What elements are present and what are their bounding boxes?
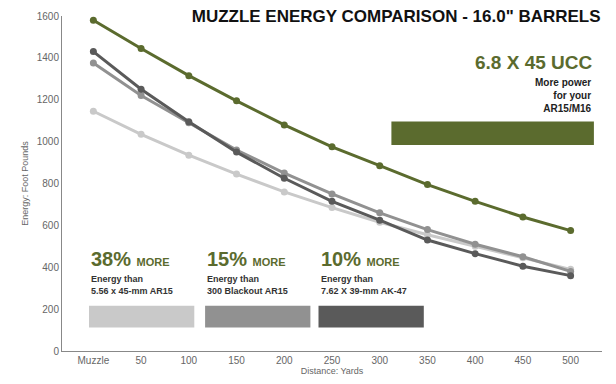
svg-text:50: 50 (136, 355, 148, 366)
svg-text:250: 250 (324, 355, 341, 366)
svg-text:1200: 1200 (37, 94, 60, 105)
svg-text:500: 500 (562, 355, 579, 366)
svg-text:150: 150 (228, 355, 245, 366)
svg-text:Muzzle: Muzzle (78, 355, 110, 366)
svg-text:400: 400 (42, 262, 59, 273)
svg-text:38% MORE: 38% MORE (91, 248, 170, 270)
svg-text:800: 800 (42, 178, 59, 189)
svg-text:Energy than7.62 X 39-mm AK-47: Energy than7.62 X 39-mm AK-47 (321, 274, 407, 296)
svg-text:350: 350 (419, 355, 436, 366)
svg-text:300: 300 (371, 355, 388, 366)
svg-text:Energy than5.56 x 45-mm AR15: Energy than5.56 x 45-mm AR15 (91, 274, 173, 296)
svg-text:100: 100 (180, 355, 197, 366)
svg-text:More powerfor yourAR15/M16: More powerfor yourAR15/M16 (535, 77, 592, 114)
svg-text:15% MORE: 15% MORE (207, 248, 286, 270)
svg-text:0: 0 (53, 346, 59, 357)
svg-text:200: 200 (42, 304, 59, 315)
svg-text:1600: 1600 (37, 11, 60, 22)
svg-text:MUZZLE ENERGY COMPARISON - 16.: MUZZLE ENERGY COMPARISON - 16.0" BARRELS (192, 7, 601, 26)
svg-text:10% MORE: 10% MORE (321, 248, 400, 270)
svg-text:Energy: Foot Pounds: Energy: Foot Pounds (20, 141, 30, 226)
svg-text:450: 450 (515, 355, 532, 366)
svg-text:Distance: Yards: Distance: Yards (301, 366, 364, 376)
svg-text:400: 400 (467, 355, 484, 366)
svg-text:Energy than300 Blackout AR15: Energy than300 Blackout AR15 (207, 274, 288, 296)
svg-text:6.8 X 45 UCC: 6.8 X 45 UCC (475, 52, 592, 73)
svg-text:1400: 1400 (37, 52, 60, 63)
svg-text:200: 200 (276, 355, 293, 366)
svg-text:1000: 1000 (37, 136, 60, 147)
svg-text:600: 600 (42, 220, 59, 231)
